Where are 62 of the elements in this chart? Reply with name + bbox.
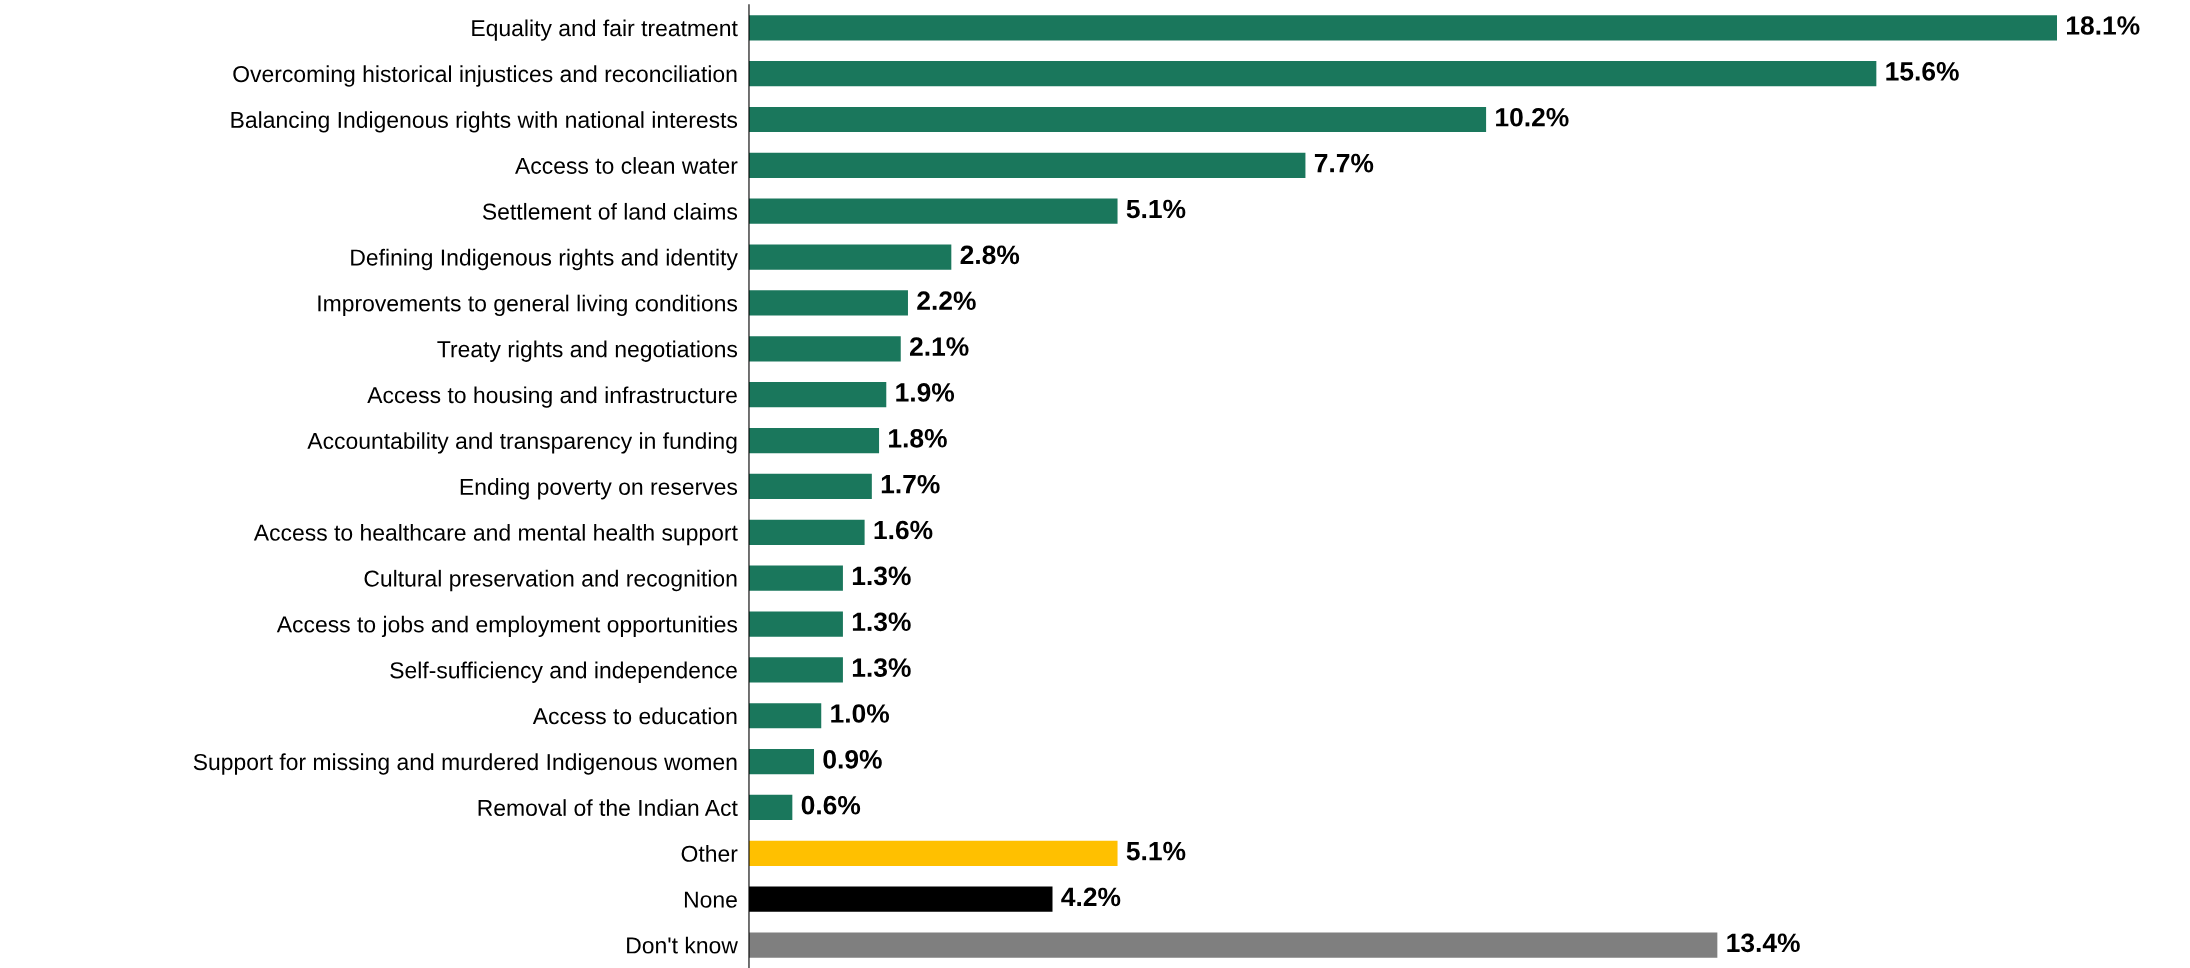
data-label: 1.7% <box>881 474 940 494</box>
data-label: 2.8% <box>960 245 1020 265</box>
y-tick-label: Accountability and transparency in funding <box>307 432 737 454</box>
y-tick-label: Access to education <box>532 707 737 725</box>
data-label: 2.2% <box>917 291 976 310</box>
bar <box>748 244 952 270</box>
y-tick-label: Overcoming historical injustices and reconciliation <box>233 65 737 87</box>
bar <box>748 382 887 408</box>
y-tick-label: Other <box>681 845 738 862</box>
data-label: 18.1% <box>2067 16 2140 35</box>
bar <box>748 198 1118 224</box>
data-label: 0.6% <box>801 795 861 815</box>
y-tick-label: Self-sufficiency and independence <box>390 661 737 683</box>
y-tick-label: Improvements to general living conditions <box>318 294 738 317</box>
bar <box>748 794 793 821</box>
data-label: 1.3% <box>852 566 911 586</box>
data-label: 10.2% <box>1496 107 1569 127</box>
y-tick-label: Support for missing and murdered Indigenous women <box>193 753 737 775</box>
bar <box>748 152 1306 178</box>
data-label: 1.3% <box>852 612 911 632</box>
y-tick-label: Equality and fair treatment <box>472 19 738 41</box>
y-tick-label: Access to jobs and employment opportunities <box>276 615 738 638</box>
bar <box>748 106 1487 133</box>
y-tick-label: Access to healthcare and mental health support <box>253 523 738 546</box>
y-tick-label: Don't know <box>627 936 738 954</box>
y-tick-label: None <box>684 891 737 908</box>
data-label: 15.6% <box>1886 62 1959 81</box>
bar <box>748 336 901 362</box>
y-tick-label: Ending poverty on reserves <box>460 478 738 500</box>
bar <box>748 840 1118 866</box>
data-label: 5.1% <box>1126 841 1186 861</box>
data-label: 1.3% <box>852 658 911 677</box>
y-tick-label: Treaty rights and negotiations <box>437 340 738 362</box>
bar <box>748 290 908 316</box>
data-label: 2.1% <box>909 337 969 356</box>
data-label: 0.9% <box>823 750 882 769</box>
data-label: 1.6% <box>874 520 933 540</box>
data-label: 1.8% <box>889 428 947 448</box>
data-label: 4.2% <box>1061 887 1121 907</box>
data-label: 13.4% <box>1727 933 1800 953</box>
y-tick-label: Removal of the Indian Act <box>478 799 738 816</box>
bar <box>748 749 815 775</box>
y-tick-label: Access to housing and infrastructure <box>367 386 737 408</box>
bar <box>748 519 865 545</box>
data-label: 5.1% <box>1126 199 1186 219</box>
bar <box>748 657 843 683</box>
bar <box>748 565 843 591</box>
bar <box>748 15 2058 41</box>
bar <box>748 427 880 454</box>
bar <box>748 703 822 729</box>
bar <box>748 61 1877 87</box>
y-tick-label: Cultural preservation and recognition <box>364 569 737 592</box>
bar <box>748 473 872 500</box>
bar <box>748 611 843 637</box>
data-label: 7.7% <box>1314 153 1374 173</box>
bar <box>748 932 1718 958</box>
y-tick-label: Settlement of land claims <box>482 202 738 220</box>
data-label: 1.9% <box>896 383 955 402</box>
y-tick-label: Balancing Indigenous rights with national interests <box>231 111 738 133</box>
y-tick-label: Access to clean water <box>515 157 738 174</box>
data-label: 1.0% <box>831 704 890 723</box>
y-tick-label: Defining Indigenous rights and identity <box>351 248 738 271</box>
